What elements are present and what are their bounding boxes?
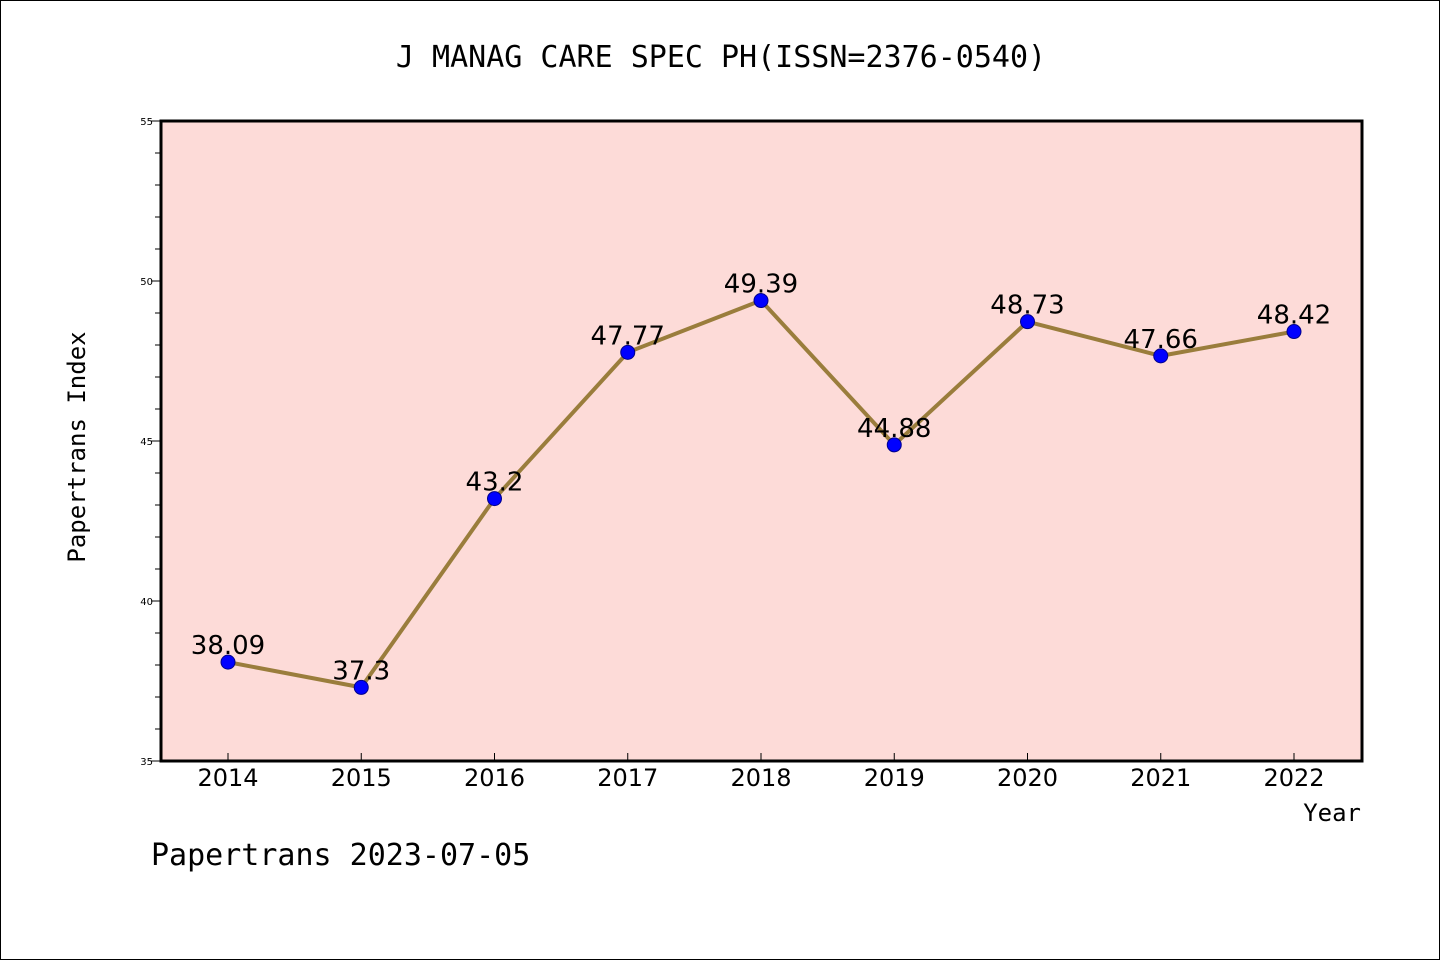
data-point (886, 437, 902, 453)
data-label: 44.88 (857, 414, 931, 444)
x-axis-label: Year (1303, 799, 1361, 827)
footer-date: Papertrans 2023-07-05 (151, 838, 530, 873)
x-tick-label: 2015 (331, 764, 392, 792)
data-label: 48.42 (1257, 301, 1331, 331)
data-label: 43.2 (466, 468, 524, 498)
y-tick-label: 55 (140, 117, 153, 128)
data-point (620, 344, 636, 360)
data-label: 49.39 (724, 270, 798, 300)
x-tick-label: 2014 (197, 764, 258, 792)
x-tick-label: 2017 (597, 764, 658, 792)
data-label: 38.09 (191, 631, 265, 661)
data-point (220, 654, 236, 670)
y-axis: 35 40 45 50 55 (140, 117, 161, 768)
data-point (1020, 314, 1035, 330)
x-axis: 2014 2015 2016 2017 2018 2019 2020 2021 2022 (197, 753, 1325, 792)
data-point (753, 293, 769, 309)
data-points (220, 293, 1302, 695)
y-tick-label: 50 (140, 277, 153, 288)
plot-border (159, 119, 1364, 763)
data-label: 47.77 (591, 321, 665, 351)
x-tick-label: 2018 (730, 764, 791, 792)
data-point (487, 491, 502, 507)
y-axis-label: Papertrans Index (63, 331, 91, 562)
x-tick-label: 2019 (864, 764, 925, 792)
plot-area (161, 121, 1362, 761)
y-tick-label: 35 (140, 757, 153, 768)
data-label: 47.66 (1124, 325, 1198, 355)
y-tick-label: 40 (140, 597, 153, 608)
data-point (353, 679, 369, 695)
data-label: 48.73 (990, 291, 1064, 321)
x-tick-label: 2022 (1263, 764, 1324, 792)
x-tick-label: 2016 (464, 764, 525, 792)
y-tick-label: 45 (140, 437, 153, 448)
data-label: 37.3 (332, 656, 390, 686)
x-tick-label: 2021 (1130, 764, 1191, 792)
data-point (1153, 348, 1169, 364)
chart-title: J MANAG CARE SPEC PH(ISSN=2376-0540) (396, 40, 1046, 75)
data-labels: 38.09 37.3 43.2 47.77 49.39 44.88 48.73 47.66 48… (191, 270, 1331, 687)
data-point (1286, 324, 1302, 340)
x-tick-label: 2020 (997, 764, 1058, 792)
